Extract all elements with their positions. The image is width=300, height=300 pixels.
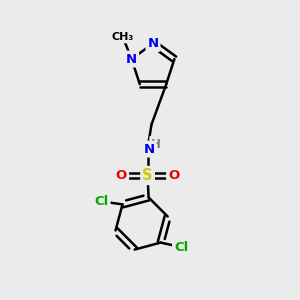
Text: Cl: Cl bbox=[174, 241, 188, 254]
Text: N: N bbox=[147, 37, 159, 50]
Text: N: N bbox=[126, 52, 137, 65]
Text: CH₃: CH₃ bbox=[112, 32, 134, 41]
Text: O: O bbox=[116, 169, 127, 182]
Text: H: H bbox=[151, 137, 161, 151]
Text: N: N bbox=[143, 142, 155, 156]
Text: Cl: Cl bbox=[94, 195, 109, 208]
Text: S: S bbox=[142, 168, 153, 183]
Text: O: O bbox=[168, 169, 179, 182]
